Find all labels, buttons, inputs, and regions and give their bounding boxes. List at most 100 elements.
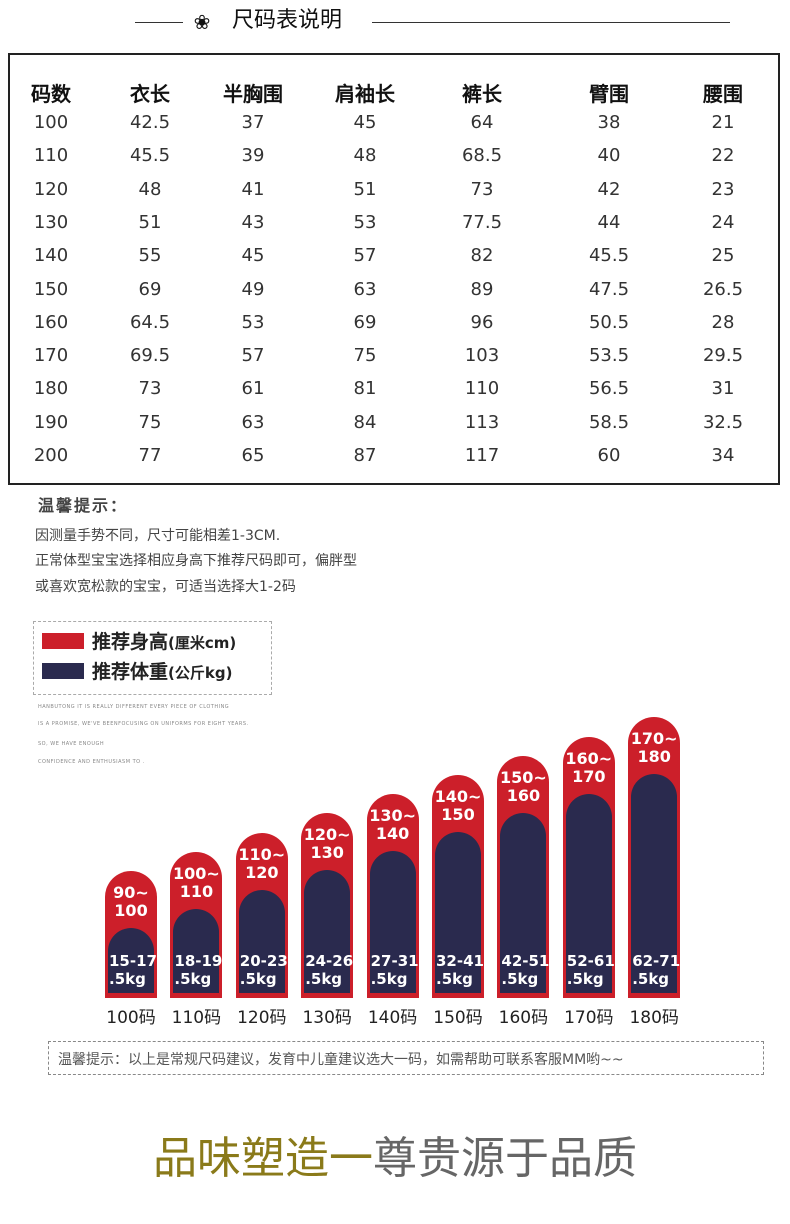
table-cell: 32.5 — [702, 411, 744, 433]
table-cell: 51 — [353, 178, 377, 200]
bar-height-label-line: 120 — [245, 862, 279, 882]
table-header-cell: 裤长 — [462, 82, 502, 106]
bar-size-label: 120码 — [237, 1008, 287, 1028]
table-cell: 75 — [353, 345, 377, 367]
table-cell: 56.5 — [588, 378, 630, 400]
bar-weight-label-line: 15-17 — [109, 952, 157, 970]
bar-weight-label: 52-61.5kg — [567, 952, 615, 988]
bar-height-label: 140~ 150 — [432, 788, 484, 824]
slogan-part1: 品味塑造一 — [153, 1133, 373, 1184]
bar-weight-label: 32-41.5kg — [436, 952, 484, 988]
bar-size-label: 170码 — [564, 1008, 614, 1028]
bar-weight-label-line: 52-61 — [566, 951, 615, 970]
table-cell: 31 — [711, 378, 735, 400]
bar-weight-label-line: 42-51 — [501, 951, 550, 970]
table-header-cell: 衣长 — [130, 82, 170, 106]
bar-size-label: 160码 — [498, 1008, 549, 1028]
table-cell: 45 — [353, 112, 377, 133]
table-cell: 53 — [353, 211, 377, 233]
table-cell: 42 — [597, 178, 621, 200]
bar-height-label-line: 140 — [375, 824, 410, 844]
table-cell: 64.5 — [129, 311, 171, 333]
bar-height-label-line: 90~ — [113, 883, 149, 902]
table-cell: 110 — [33, 145, 69, 167]
bar-weight-label-line: .5kg — [370, 969, 408, 988]
chart-bar-weight-fill — [500, 812, 547, 993]
bar-weight-label-line: .5kg — [174, 969, 212, 988]
table-cell: 58.5 — [588, 411, 630, 433]
table-cell: 28 — [711, 311, 735, 333]
table-cell: 82 — [470, 245, 494, 267]
table-cell: 44 — [597, 211, 621, 233]
chart-bar: 140~ 150 32-41.5kg — [432, 775, 484, 998]
chart-bar: 120~ 130 24-26.5kg — [301, 813, 354, 998]
tip-title: 温馨提示： — [38, 496, 129, 515]
table-cell: 117 — [464, 445, 500, 466]
bar-height-label: 170~ 180 — [628, 730, 680, 766]
table-cell: 43 — [241, 211, 265, 233]
chart-bar-weight-fill — [435, 832, 481, 993]
bar-weight-label-line: .5kg — [305, 969, 343, 988]
bar-height-label-line: 150 — [441, 805, 475, 824]
table-cell: 26.5 — [702, 278, 744, 300]
chart-bar: 110~ 120 20-23.5kg — [235, 832, 288, 998]
tip-line: 正常体型宝宝选择相应身高下推荐尺码即可，偏胖型 — [35, 553, 357, 569]
bar-height-label-line: 180 — [637, 747, 671, 767]
table-cell: 57 — [353, 245, 377, 267]
bar-size-label: 180码 — [629, 1008, 679, 1028]
table-cell: 61 — [241, 378, 265, 400]
table-header-cell: 臂围 — [589, 82, 629, 106]
bar-size-label: 140码 — [367, 1008, 418, 1028]
table-cell: 87 — [353, 445, 377, 466]
bar-weight-label-line: .5kg — [109, 970, 146, 988]
tip-line: 因测量手势不同，尺寸可能相差1-3CM. — [35, 528, 281, 544]
table-cell: 120 — [33, 178, 69, 200]
table-cell: 47.5 — [588, 278, 630, 300]
table-cell: 170 — [33, 345, 69, 367]
bar-height-label: 160~ 170 — [563, 749, 615, 786]
tip2-box — [48, 1041, 764, 1075]
table-cell: 45 — [241, 245, 265, 267]
table-cell: 53 — [241, 311, 265, 333]
english-line: SO, WE HAVE ENOUGH — [38, 741, 105, 747]
bar-height-label: 150~ 160 — [497, 767, 549, 805]
chart-bar: 130~ 140 27-31.5kg — [366, 794, 419, 998]
bar-height-label-line: 120~ — [303, 825, 351, 845]
table-cell: 65 — [241, 445, 265, 466]
table-cell: 55 — [138, 245, 162, 267]
chart-bar-weight-fill — [304, 870, 351, 993]
table-cell: 51 — [138, 211, 162, 233]
table-cell: 37 — [241, 112, 265, 133]
chart-bar: 170~ 180 62-71.5kg — [628, 717, 681, 998]
bar-height-label-line: 150~ — [499, 767, 547, 787]
bar-weight-label: 24-26.5kg — [305, 952, 353, 988]
table-cell: 200 — [33, 445, 69, 466]
table-cell: 103 — [464, 345, 500, 367]
bar-weight-label-line: 32-41 — [436, 952, 484, 970]
bar-weight-label: 27-31.5kg — [371, 952, 419, 988]
table-cell: 140 — [33, 245, 69, 267]
bar-weight-label-line: 18-19 — [174, 951, 223, 970]
table-cell: 50.5 — [588, 311, 630, 333]
table-cell: 63 — [353, 278, 377, 300]
table-cell: 53.5 — [588, 345, 630, 367]
table-cell: 48 — [138, 178, 162, 200]
legend-weight-label: 推荐体重(公斤kg) — [92, 661, 233, 683]
table-cell: 63 — [241, 411, 265, 433]
table-cell: 22 — [711, 145, 735, 167]
chart-bar-weight-fill — [108, 928, 154, 993]
bar-height-label-line: 110~ — [238, 844, 286, 864]
table-header-cell: 半胸围 — [223, 82, 283, 106]
bar-height-label-line: 100~ — [172, 863, 220, 883]
table-cell: 29.5 — [702, 345, 744, 367]
legend-height-label: 推荐身高(厘米cm) — [92, 631, 237, 653]
table-cell: 160 — [33, 311, 69, 333]
table-cell: 38 — [597, 112, 621, 133]
table-cell: 130 — [33, 211, 69, 233]
table-cell: 48 — [353, 145, 377, 167]
bar-weight-label: 62-71.5kg — [632, 952, 680, 988]
bar-weight-label: 20-23.5kg — [240, 952, 288, 988]
table-cell: 57 — [241, 345, 265, 367]
chart-bar-weight-fill — [565, 793, 612, 993]
table-cell: 180 — [33, 378, 69, 400]
